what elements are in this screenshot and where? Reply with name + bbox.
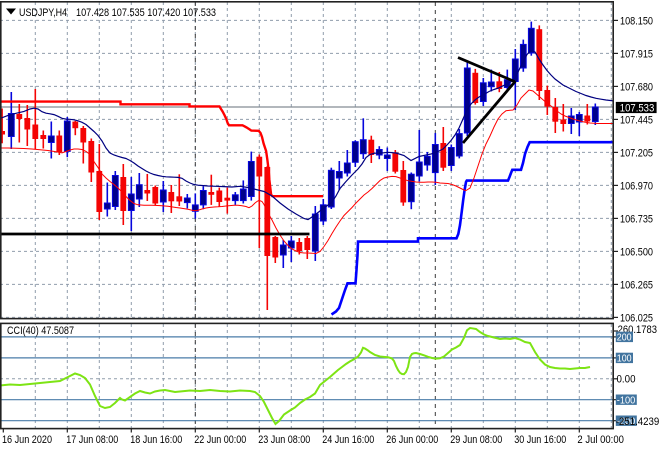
svg-text:-200: -200 [617,416,636,427]
svg-text:107.205: 107.205 [620,147,653,159]
svg-text:-251.4239: -251.4239 [616,416,660,428]
svg-text:200: 200 [617,333,632,344]
svg-text:USDJPY,H4: USDJPY,H4 [19,7,67,19]
svg-text:107.533: 107.533 [620,102,655,114]
svg-text:107.915: 107.915 [620,48,653,60]
svg-text:107.445: 107.445 [620,114,653,126]
svg-text:106.735: 106.735 [620,213,653,225]
svg-text:106.970: 106.970 [620,180,653,192]
svg-text:30 Jun 16:00: 30 Jun 16:00 [514,434,566,446]
svg-text:17 Jun 08:00: 17 Jun 08:00 [66,434,118,446]
svg-text:107.428 107.535 107.420 107.53: 107.428 107.535 107.420 107.533 [76,7,216,19]
svg-text:106.025: 106.025 [620,312,653,324]
svg-text:CCI(40) 47.5087: CCI(40) 47.5087 [7,325,74,337]
svg-text:108.150: 108.150 [620,15,653,27]
svg-text:0.00: 0.00 [617,374,636,386]
svg-text:18 Jun 16:00: 18 Jun 16:00 [130,434,182,446]
svg-text:16 Jun 2020: 16 Jun 2020 [2,434,52,446]
svg-text:26 Jun 00:00: 26 Jun 00:00 [386,434,438,446]
svg-text:106.500: 106.500 [620,246,653,258]
svg-text:24 Jun 16:00: 24 Jun 16:00 [322,434,374,446]
svg-text:107.680: 107.680 [620,81,653,93]
svg-text:23 Jun 08:00: 23 Jun 08:00 [258,434,310,446]
svg-text:-100: -100 [617,395,636,406]
svg-text:22 Jun 00:00: 22 Jun 00:00 [194,434,246,446]
svg-text:100: 100 [617,354,632,365]
svg-text:2 Jul 00:00: 2 Jul 00:00 [577,434,624,446]
svg-text:106.265: 106.265 [620,279,653,291]
svg-text:29 Jun 08:00: 29 Jun 08:00 [450,434,502,446]
